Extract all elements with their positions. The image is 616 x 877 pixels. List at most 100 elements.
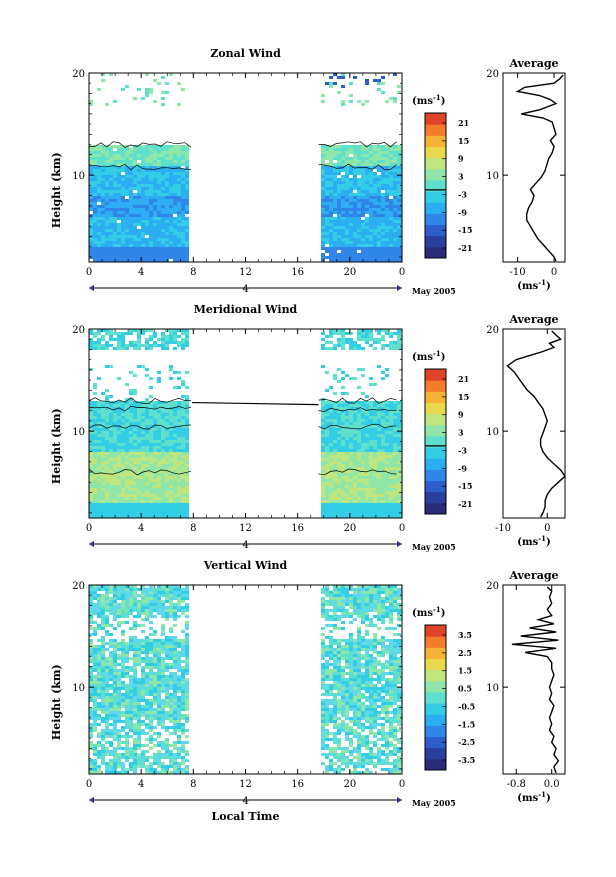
colorbar-tick-label: 0.5 [458, 684, 472, 694]
y-tick-label: 10 [72, 683, 85, 694]
colorbar-swatch [425, 158, 446, 170]
colorbar-tick-label: 21 [458, 118, 469, 128]
x-tick-label: 12 [239, 267, 252, 278]
date-marker: 4 [242, 284, 248, 295]
average-profile-line [512, 587, 559, 773]
avg-y-tick-label: 20 [486, 581, 499, 592]
colorbar-swatch [425, 636, 446, 648]
x-tick-label: 16 [291, 267, 304, 278]
date-axis-arrow-right [397, 541, 402, 547]
average-title: Average [508, 57, 558, 70]
colorbar-tick-label: -2.5 [458, 737, 475, 747]
x-tick-label: 8 [190, 779, 196, 790]
x-tick-label: 0 [86, 267, 92, 278]
colorbar-swatch [425, 681, 446, 693]
heatmap-2 [89, 585, 405, 774]
date-label: May 2005 [412, 542, 456, 552]
x-tick-label: 20 [343, 523, 356, 534]
colorbar-tick-label: 9 [458, 154, 464, 164]
gap-interpolation-line [192, 403, 319, 405]
colorbar-unit: (ms-1) [412, 349, 445, 364]
colorbar-tick-label: 15 [458, 392, 469, 402]
avg-x-tick-label: -0.8 [507, 779, 526, 790]
avg-x-tick-label: -10 [510, 267, 526, 278]
date-label: May 2005 [412, 798, 456, 808]
x-tick-label: 20 [343, 267, 356, 278]
colorbar-tick-label: -3 [458, 189, 467, 199]
colorbar-swatch [425, 124, 446, 136]
colorbar-swatch [425, 447, 446, 459]
colorbar-tick-label: -9 [458, 463, 467, 473]
colorbar-tick-label: -21 [458, 243, 472, 253]
x-tick-label: 4 [138, 267, 144, 278]
colorbar-swatch [425, 725, 446, 737]
colorbar-tick-label: -0.5 [458, 701, 475, 711]
colorbar-swatch [425, 425, 446, 437]
y-axis-label: Height (km) [50, 664, 63, 740]
x-tick-label: 4 [138, 523, 144, 534]
avg-y-tick-label: 10 [486, 427, 499, 438]
y-tick-label: 10 [72, 171, 85, 182]
colorbar-swatch [425, 469, 446, 481]
colorbar-tick-label: 3 [458, 428, 464, 438]
x-tick-label: 0 [86, 779, 92, 790]
colorbar-swatch [425, 169, 446, 181]
colorbar-swatch [425, 213, 446, 225]
colorbar-swatch [425, 402, 446, 414]
colorbar-tick-label: -3 [458, 445, 467, 455]
colorbar-swatch [425, 380, 446, 392]
colorbar-tick-label: -3.5 [458, 755, 475, 765]
heatmap-0 [89, 73, 405, 262]
colorbar-swatch [425, 414, 446, 426]
colorbar-tick-label: 3 [458, 172, 464, 182]
colorbar-tick-label: -21 [458, 499, 472, 509]
x-tick-label: 20 [343, 779, 356, 790]
x-axis-label: Local Time [212, 810, 280, 823]
date-axis-arrow-left [89, 285, 94, 291]
colorbar-swatch [425, 492, 446, 504]
y-tick-label: 20 [72, 581, 85, 592]
date-axis-arrow-left [89, 541, 94, 547]
avg-x-tick-label: 0 [544, 523, 550, 534]
x-tick-label: 12 [239, 779, 252, 790]
average-title: Average [508, 569, 558, 582]
colorbar-tick-label: 9 [458, 410, 464, 420]
avg-y-tick-label: 10 [486, 171, 499, 182]
y-tick-label: 20 [72, 325, 85, 336]
colorbar-tick-label: -15 [458, 481, 472, 491]
colorbar-swatch [425, 247, 446, 259]
x-tick-label: 16 [291, 523, 304, 534]
x-tick-label: 0 [86, 523, 92, 534]
heatmap-1 [89, 329, 405, 518]
y-tick-label: 20 [72, 69, 85, 80]
colorbar-unit: (ms-1) [412, 605, 445, 620]
colorbar-swatch [425, 236, 446, 248]
avg-y-tick-label: 20 [486, 325, 499, 336]
date-axis-arrow-right [397, 797, 402, 803]
date-axis-arrow-right [397, 285, 402, 291]
date-marker: 4 [242, 796, 248, 807]
colorbar-swatch [425, 670, 446, 682]
y-axis-label: Height (km) [50, 152, 63, 228]
average-frame-1 [503, 329, 565, 518]
date-marker: 4 [242, 540, 248, 551]
x-tick-label: 8 [190, 523, 196, 534]
avg-x-axis-label: (ms-1) [517, 278, 550, 293]
colorbar-swatch [425, 703, 446, 715]
avg-x-tick-label: -10 [495, 523, 511, 534]
colorbar-swatch [425, 759, 446, 771]
colorbar-tick-label: 1.5 [458, 666, 472, 676]
x-tick-label: 8 [190, 267, 196, 278]
avg-y-tick-label: 10 [486, 683, 499, 694]
colorbar-tick-label: -15 [458, 225, 472, 235]
y-axis-label: Height (km) [50, 408, 63, 484]
average-frame-2 [503, 585, 565, 774]
colorbar-tick-label: -1.5 [458, 719, 475, 729]
colorbar-swatch [425, 658, 446, 670]
avg-x-tick-label: 0.0 [544, 779, 560, 790]
chart-title: Meridional Wind [194, 303, 298, 316]
date-label: May 2005 [412, 286, 456, 296]
colorbar-tick-label: -9 [458, 207, 467, 217]
